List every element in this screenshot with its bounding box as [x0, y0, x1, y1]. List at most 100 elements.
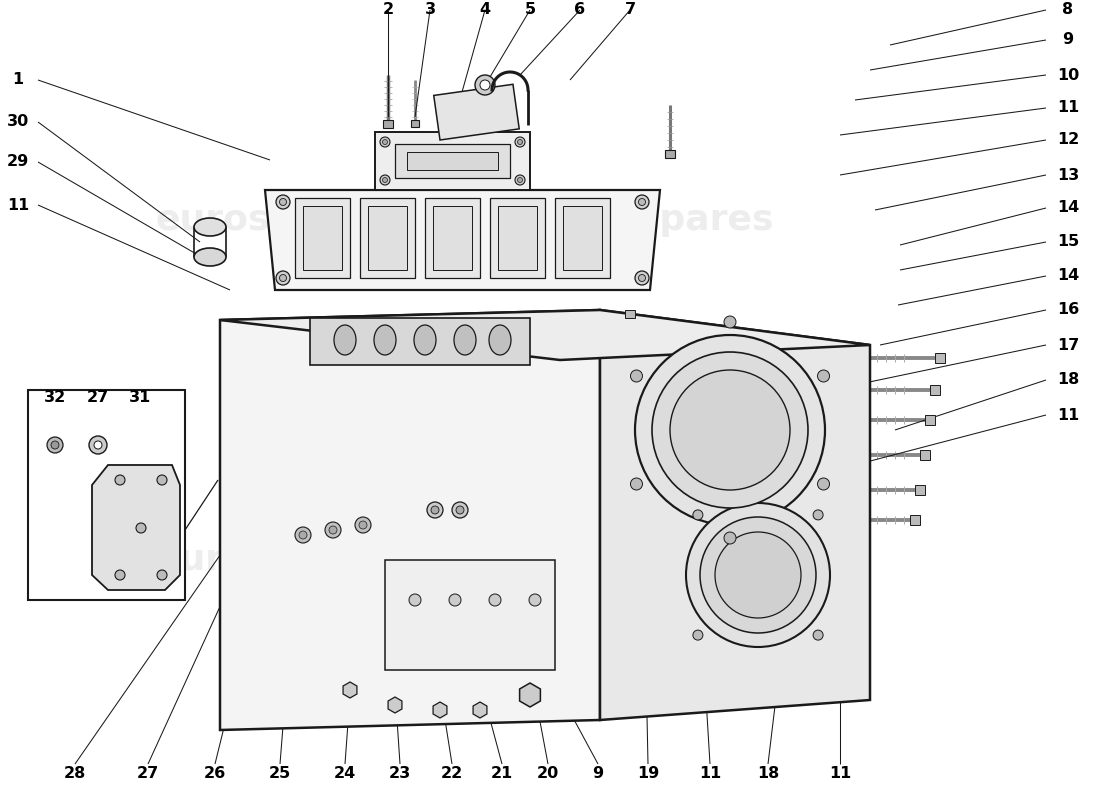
Text: eurospares: eurospares	[546, 203, 774, 237]
Circle shape	[431, 506, 439, 514]
Circle shape	[116, 570, 125, 580]
Text: 11: 11	[1057, 101, 1079, 115]
Text: 11: 11	[1057, 407, 1079, 422]
Circle shape	[157, 475, 167, 485]
Circle shape	[276, 195, 290, 209]
Circle shape	[515, 137, 525, 147]
Bar	[910, 515, 920, 525]
Text: 28: 28	[64, 766, 86, 782]
Circle shape	[359, 521, 367, 529]
Circle shape	[817, 370, 829, 382]
Polygon shape	[92, 465, 180, 590]
Bar	[28, 390, 185, 600]
Polygon shape	[343, 682, 356, 698]
Bar	[625, 310, 635, 318]
Circle shape	[715, 532, 801, 618]
Circle shape	[116, 475, 125, 485]
Text: eurospares: eurospares	[156, 203, 384, 237]
Text: 23: 23	[389, 766, 411, 782]
Bar	[925, 415, 935, 425]
Text: 15: 15	[1057, 234, 1079, 250]
Text: 4: 4	[480, 2, 491, 18]
Bar	[920, 450, 929, 460]
Polygon shape	[385, 560, 556, 670]
Bar	[935, 353, 945, 363]
Bar	[407, 152, 498, 170]
Polygon shape	[220, 310, 870, 360]
Text: 30: 30	[7, 114, 29, 130]
Bar	[498, 206, 537, 270]
Ellipse shape	[194, 218, 226, 236]
Text: 13: 13	[1057, 167, 1079, 182]
Circle shape	[324, 522, 341, 538]
Polygon shape	[473, 702, 487, 718]
Bar	[666, 150, 675, 158]
Circle shape	[157, 570, 167, 580]
Circle shape	[693, 630, 703, 640]
Text: 2: 2	[383, 2, 394, 18]
Text: 8: 8	[1063, 2, 1074, 18]
Circle shape	[652, 352, 808, 508]
Text: 24: 24	[334, 766, 356, 782]
Circle shape	[383, 178, 387, 182]
Text: 18: 18	[757, 766, 779, 782]
Bar	[411, 120, 419, 127]
Circle shape	[635, 335, 825, 525]
Text: 22: 22	[441, 766, 463, 782]
Circle shape	[635, 271, 649, 285]
Text: 26: 26	[204, 766, 227, 782]
Bar	[368, 206, 407, 270]
Polygon shape	[519, 683, 540, 707]
Ellipse shape	[414, 325, 436, 355]
Text: 14: 14	[1057, 269, 1079, 283]
Circle shape	[700, 517, 816, 633]
Bar	[302, 206, 342, 270]
Circle shape	[693, 510, 703, 520]
Circle shape	[813, 510, 823, 520]
Bar	[425, 198, 480, 278]
Text: 25: 25	[268, 766, 292, 782]
Bar	[433, 206, 472, 270]
Bar	[915, 485, 925, 495]
Circle shape	[379, 175, 390, 185]
Circle shape	[670, 370, 790, 490]
Circle shape	[409, 594, 421, 606]
Text: 16: 16	[1057, 302, 1079, 318]
Polygon shape	[433, 702, 447, 718]
Bar	[490, 198, 544, 278]
Circle shape	[724, 316, 736, 328]
Text: 14: 14	[1057, 201, 1079, 215]
Circle shape	[635, 195, 649, 209]
Circle shape	[136, 523, 146, 533]
Circle shape	[279, 274, 286, 282]
Circle shape	[515, 175, 525, 185]
Ellipse shape	[374, 325, 396, 355]
Polygon shape	[310, 318, 530, 365]
Text: 29: 29	[7, 154, 29, 170]
Bar	[360, 198, 415, 278]
Circle shape	[379, 137, 390, 147]
Circle shape	[686, 503, 830, 647]
Circle shape	[817, 478, 829, 490]
Circle shape	[383, 139, 387, 145]
Circle shape	[299, 531, 307, 539]
Circle shape	[456, 506, 464, 514]
Text: 19: 19	[637, 766, 659, 782]
Bar	[375, 132, 530, 190]
Text: 9: 9	[1063, 33, 1074, 47]
Circle shape	[475, 75, 495, 95]
Bar	[295, 198, 350, 278]
Text: 32: 32	[44, 390, 66, 406]
Bar	[433, 84, 519, 140]
Text: 10: 10	[1057, 67, 1079, 82]
Polygon shape	[388, 697, 401, 713]
Text: 5: 5	[525, 2, 536, 18]
Ellipse shape	[490, 325, 512, 355]
Circle shape	[638, 198, 646, 206]
Circle shape	[517, 178, 522, 182]
Text: 12: 12	[1057, 133, 1079, 147]
Circle shape	[329, 526, 337, 534]
Circle shape	[276, 271, 290, 285]
Bar	[930, 385, 940, 395]
Circle shape	[427, 502, 443, 518]
